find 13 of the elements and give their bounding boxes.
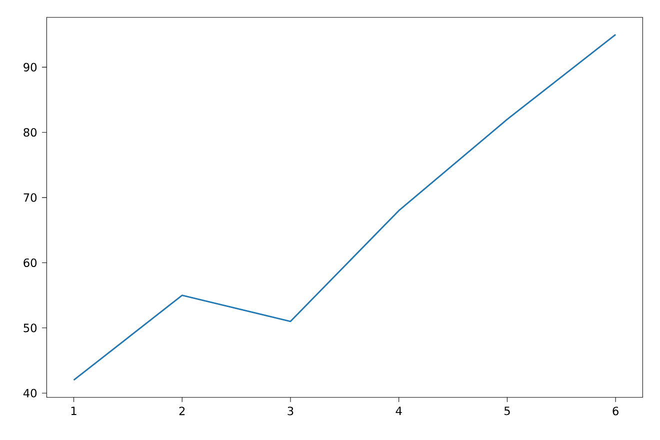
x-tick-label: 2 — [179, 406, 185, 416]
x-tick-label: 3 — [288, 406, 294, 416]
y-tick-label: 90 — [24, 62, 37, 72]
x-tick-label: 4 — [396, 406, 402, 415]
y-tick-label: 40 — [23, 388, 37, 398]
y-tick-label: 80 — [24, 128, 37, 137]
y-tick-label: 70 — [24, 193, 37, 202]
x-tick-label: 1 — [71, 406, 76, 415]
y-tick-label: 60 — [24, 258, 37, 268]
y-tick-label: 50 — [24, 324, 37, 332]
x-tick-label: 5 — [504, 406, 510, 416]
line-series — [73, 34, 616, 381]
x-tick-label: 6 — [612, 406, 618, 416]
